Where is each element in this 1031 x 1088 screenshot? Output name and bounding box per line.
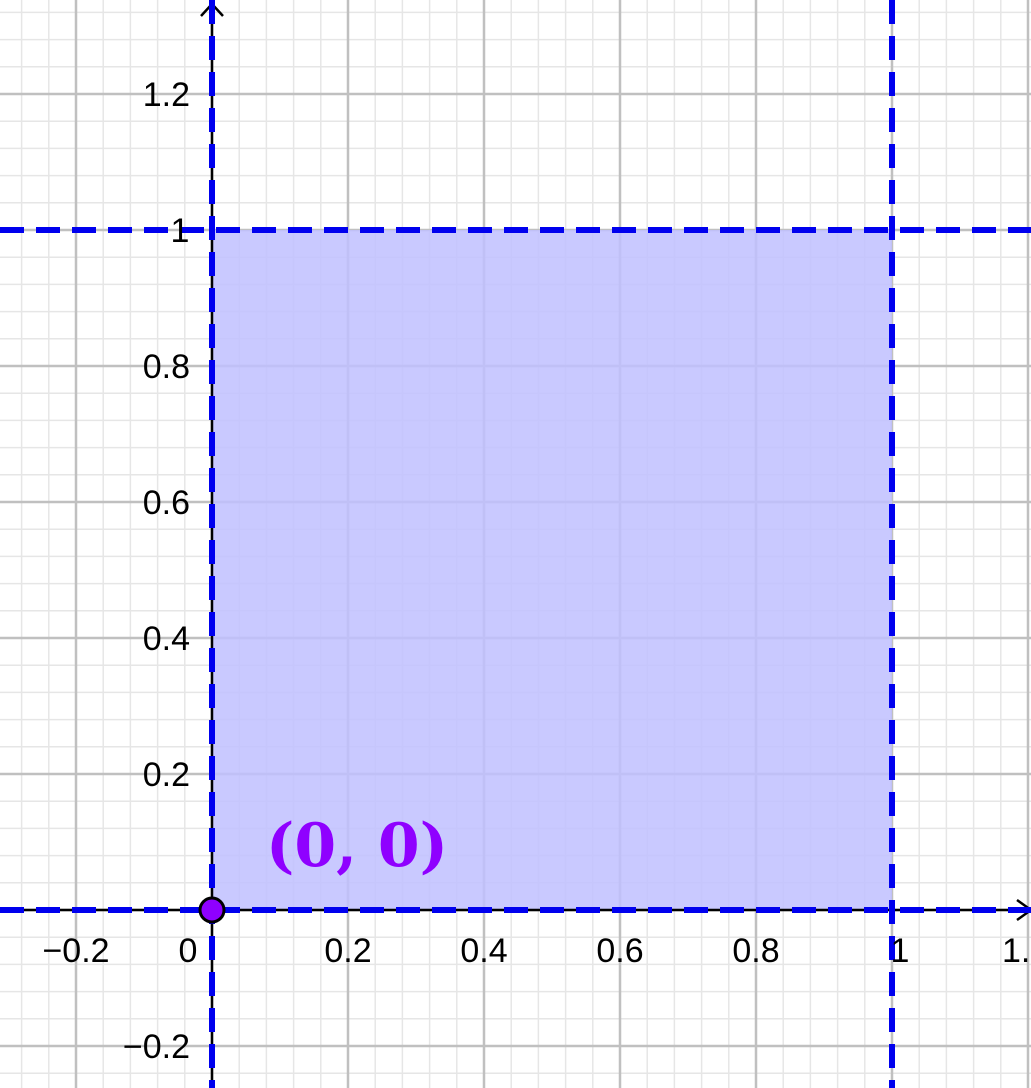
origin-point[interactable] — [198, 896, 226, 924]
x-tick-label: 0 — [179, 932, 198, 970]
y-tick-label: −0.2 — [123, 1028, 190, 1066]
x-tick-label: −0.2 — [42, 932, 109, 970]
x-tick-label: 0.8 — [732, 932, 779, 970]
y-tick-label: 1.2 — [143, 76, 190, 114]
x-tick-label: 0.6 — [596, 932, 643, 970]
shaded-region — [212, 230, 892, 910]
y-tick-labels: −0.2 0.2 0.4 0.6 0.8 1 1.2 — [123, 76, 190, 1066]
y-tick-label: 0.2 — [143, 756, 190, 794]
origin-point-label: (0, 0) — [266, 811, 448, 881]
x-tick-labels: −0.2 0 0.2 0.4 0.6 0.8 1 1. — [42, 932, 1030, 970]
y-tick-label: 1 — [171, 212, 190, 250]
y-tick-label: 0.4 — [143, 620, 190, 658]
x-tick-label: 1 — [891, 932, 910, 970]
x-tick-label: 0.2 — [324, 932, 371, 970]
x-tick-label: 0.4 — [460, 932, 507, 970]
x-axis-arrow — [1016, 898, 1031, 922]
y-tick-label: 0.8 — [143, 348, 190, 386]
y-tick-label: 0.6 — [143, 484, 190, 522]
x-tick-label: 1. — [1002, 932, 1030, 970]
